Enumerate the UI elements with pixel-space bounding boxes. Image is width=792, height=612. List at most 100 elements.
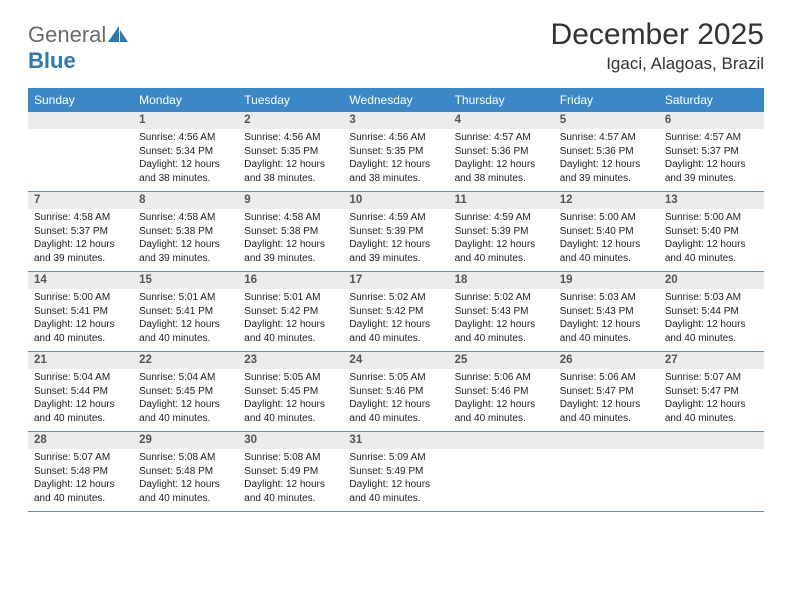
day-details: Sunrise: 5:00 AMSunset: 5:41 PMDaylight:… — [28, 289, 133, 351]
calendar-day: 21Sunrise: 5:04 AMSunset: 5:44 PMDayligh… — [28, 352, 133, 431]
sunrise-line: Sunrise: 4:56 AM — [244, 131, 337, 145]
day-details: Sunrise: 4:58 AMSunset: 5:38 PMDaylight:… — [238, 209, 343, 271]
sunset-line: Sunset: 5:35 PM — [244, 145, 337, 159]
day-details: Sunrise: 5:04 AMSunset: 5:44 PMDaylight:… — [28, 369, 133, 431]
sunrise-line: Sunrise: 5:06 AM — [455, 371, 548, 385]
logo-blue: Blue — [28, 48, 76, 73]
logo-general: General — [28, 22, 106, 47]
sunset-line: Sunset: 5:41 PM — [34, 305, 127, 319]
sunrise-line: Sunrise: 5:05 AM — [244, 371, 337, 385]
sunset-line: Sunset: 5:43 PM — [455, 305, 548, 319]
day-details: Sunrise: 4:57 AMSunset: 5:36 PMDaylight:… — [554, 129, 659, 191]
daylight-line: Daylight: 12 hours and 40 minutes. — [349, 478, 442, 505]
sunrise-line: Sunrise: 5:08 AM — [244, 451, 337, 465]
sunset-line: Sunset: 5:47 PM — [665, 385, 758, 399]
sunset-line: Sunset: 5:39 PM — [349, 225, 442, 239]
day-number: 8 — [133, 192, 238, 209]
day-details: Sunrise: 5:00 AMSunset: 5:40 PMDaylight:… — [554, 209, 659, 271]
daylight-line: Daylight: 12 hours and 40 minutes. — [139, 318, 232, 345]
calendar-day: 27Sunrise: 5:07 AMSunset: 5:47 PMDayligh… — [659, 352, 764, 431]
sunrise-line: Sunrise: 5:09 AM — [349, 451, 442, 465]
sunrise-line: Sunrise: 5:07 AM — [34, 451, 127, 465]
day-details: Sunrise: 5:01 AMSunset: 5:42 PMDaylight:… — [238, 289, 343, 351]
sunset-line: Sunset: 5:38 PM — [139, 225, 232, 239]
day-details: Sunrise: 5:08 AMSunset: 5:48 PMDaylight:… — [133, 449, 238, 511]
day-number: 30 — [238, 432, 343, 449]
sunset-line: Sunset: 5:42 PM — [244, 305, 337, 319]
logo-text: GeneralBlue — [28, 22, 128, 74]
day-details: Sunrise: 4:59 AMSunset: 5:39 PMDaylight:… — [343, 209, 448, 271]
calendar-day: 6Sunrise: 4:57 AMSunset: 5:37 PMDaylight… — [659, 112, 764, 191]
day-number: 9 — [238, 192, 343, 209]
day-details: Sunrise: 5:06 AMSunset: 5:47 PMDaylight:… — [554, 369, 659, 431]
daylight-line: Daylight: 12 hours and 40 minutes. — [34, 398, 127, 425]
sunset-line: Sunset: 5:35 PM — [349, 145, 442, 159]
daylight-line: Daylight: 12 hours and 40 minutes. — [139, 478, 232, 505]
sunrise-line: Sunrise: 4:58 AM — [34, 211, 127, 225]
daylight-line: Daylight: 12 hours and 40 minutes. — [244, 318, 337, 345]
day-number: 4 — [449, 112, 554, 129]
daylight-line: Daylight: 12 hours and 40 minutes. — [139, 398, 232, 425]
day-number: 3 — [343, 112, 448, 129]
day-number: 19 — [554, 272, 659, 289]
calendar-day: 18Sunrise: 5:02 AMSunset: 5:43 PMDayligh… — [449, 272, 554, 351]
daylight-line: Daylight: 12 hours and 40 minutes. — [34, 478, 127, 505]
sunset-line: Sunset: 5:45 PM — [139, 385, 232, 399]
sunrise-line: Sunrise: 4:59 AM — [455, 211, 548, 225]
sunset-line: Sunset: 5:38 PM — [244, 225, 337, 239]
day-details: Sunrise: 5:03 AMSunset: 5:43 PMDaylight:… — [554, 289, 659, 351]
sunrise-line: Sunrise: 5:05 AM — [349, 371, 442, 385]
calendar-day: 16Sunrise: 5:01 AMSunset: 5:42 PMDayligh… — [238, 272, 343, 351]
weekday-header: Saturday — [659, 88, 764, 112]
day-details: Sunrise: 5:07 AMSunset: 5:47 PMDaylight:… — [659, 369, 764, 431]
calendar-day: 22Sunrise: 5:04 AMSunset: 5:45 PMDayligh… — [133, 352, 238, 431]
day-details: Sunrise: 4:57 AMSunset: 5:36 PMDaylight:… — [449, 129, 554, 191]
sunset-line: Sunset: 5:46 PM — [455, 385, 548, 399]
sunset-line: Sunset: 5:48 PM — [34, 465, 127, 479]
day-number: 20 — [659, 272, 764, 289]
day-number: 26 — [554, 352, 659, 369]
day-details: Sunrise: 5:09 AMSunset: 5:49 PMDaylight:… — [343, 449, 448, 511]
calendar-day: 13Sunrise: 5:00 AMSunset: 5:40 PMDayligh… — [659, 192, 764, 271]
calendar-week: 1Sunrise: 4:56 AMSunset: 5:34 PMDaylight… — [28, 112, 764, 192]
daylight-line: Daylight: 12 hours and 40 minutes. — [455, 318, 548, 345]
calendar-day: 26Sunrise: 5:06 AMSunset: 5:47 PMDayligh… — [554, 352, 659, 431]
daylight-line: Daylight: 12 hours and 39 minutes. — [665, 158, 758, 185]
day-number: 12 — [554, 192, 659, 209]
day-details: Sunrise: 5:04 AMSunset: 5:45 PMDaylight:… — [133, 369, 238, 431]
weekday-header: Wednesday — [343, 88, 448, 112]
calendar-day: 14Sunrise: 5:00 AMSunset: 5:41 PMDayligh… — [28, 272, 133, 351]
calendar-day — [659, 432, 764, 511]
daylight-line: Daylight: 12 hours and 40 minutes. — [560, 238, 653, 265]
day-details: Sunrise: 5:00 AMSunset: 5:40 PMDaylight:… — [659, 209, 764, 271]
sunset-line: Sunset: 5:40 PM — [560, 225, 653, 239]
daylight-line: Daylight: 12 hours and 38 minutes. — [349, 158, 442, 185]
calendar-day: 1Sunrise: 4:56 AMSunset: 5:34 PMDaylight… — [133, 112, 238, 191]
calendar-day: 29Sunrise: 5:08 AMSunset: 5:48 PMDayligh… — [133, 432, 238, 511]
calendar-day: 24Sunrise: 5:05 AMSunset: 5:46 PMDayligh… — [343, 352, 448, 431]
calendar-day — [28, 112, 133, 191]
sunset-line: Sunset: 5:41 PM — [139, 305, 232, 319]
calendar-day — [554, 432, 659, 511]
sunset-line: Sunset: 5:45 PM — [244, 385, 337, 399]
day-number: 15 — [133, 272, 238, 289]
daylight-line: Daylight: 12 hours and 38 minutes. — [244, 158, 337, 185]
calendar-day: 8Sunrise: 4:58 AMSunset: 5:38 PMDaylight… — [133, 192, 238, 271]
day-number: 22 — [133, 352, 238, 369]
daylight-line: Daylight: 12 hours and 40 minutes. — [244, 478, 337, 505]
sunset-line: Sunset: 5:49 PM — [349, 465, 442, 479]
day-details — [449, 449, 554, 511]
sunset-line: Sunset: 5:44 PM — [34, 385, 127, 399]
header-row: GeneralBlue December 2025 Igaci, Alagoas… — [28, 18, 764, 80]
day-number: 18 — [449, 272, 554, 289]
day-details: Sunrise: 5:05 AMSunset: 5:46 PMDaylight:… — [343, 369, 448, 431]
sunset-line: Sunset: 5:36 PM — [455, 145, 548, 159]
day-number: 29 — [133, 432, 238, 449]
day-details: Sunrise: 5:05 AMSunset: 5:45 PMDaylight:… — [238, 369, 343, 431]
day-number: 24 — [343, 352, 448, 369]
day-number: 27 — [659, 352, 764, 369]
weekday-header: Friday — [554, 88, 659, 112]
sunset-line: Sunset: 5:34 PM — [139, 145, 232, 159]
calendar-week: 14Sunrise: 5:00 AMSunset: 5:41 PMDayligh… — [28, 272, 764, 352]
sunrise-line: Sunrise: 5:01 AM — [139, 291, 232, 305]
